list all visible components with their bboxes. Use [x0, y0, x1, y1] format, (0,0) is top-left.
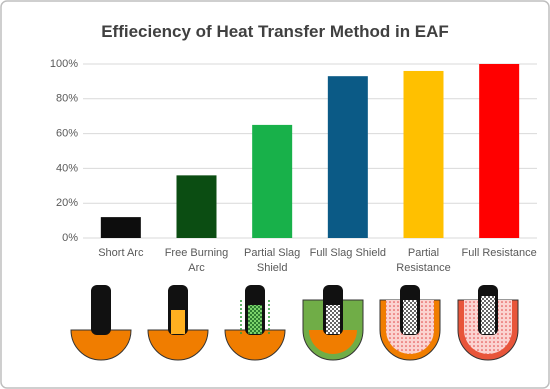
y-tick-label: 40% [56, 162, 78, 174]
y-tick-label: 0% [62, 232, 78, 244]
icon-short-arc [70, 285, 132, 361]
x-tick-label: Full Slag Shield [309, 247, 387, 259]
y-tick-label: 100% [50, 58, 78, 70]
bar [176, 175, 217, 238]
x-tick-label: Free Burning Arc [164, 247, 229, 274]
bar [252, 124, 293, 238]
icon-full-slag-shield [302, 285, 364, 361]
y-tick-label: 80% [56, 93, 78, 105]
x-tick-label: Full Resistance [461, 247, 537, 259]
icon-partial-slag-shield [224, 285, 286, 361]
icon-free-burning-arc [147, 285, 209, 361]
y-tick-label: 60% [56, 128, 78, 140]
bars [100, 64, 520, 239]
y-tick-label: 20% [56, 197, 78, 209]
icon-full-resistance [457, 285, 519, 361]
bar [479, 64, 520, 238]
bar [403, 70, 444, 239]
bar [327, 76, 368, 239]
grid: 0% 20% 40% 60% 80% 100% [50, 58, 537, 244]
chart-title: Effieciency of Heat Transfer Method in E… [101, 22, 449, 41]
x-tick-label: Partial Slag Shield [244, 247, 301, 274]
bar [100, 217, 141, 238]
x-tick-label: Short Arc [98, 247, 144, 259]
icon-partial-resistance [379, 285, 441, 361]
x-tick-label: Partial Resistance [396, 247, 451, 274]
